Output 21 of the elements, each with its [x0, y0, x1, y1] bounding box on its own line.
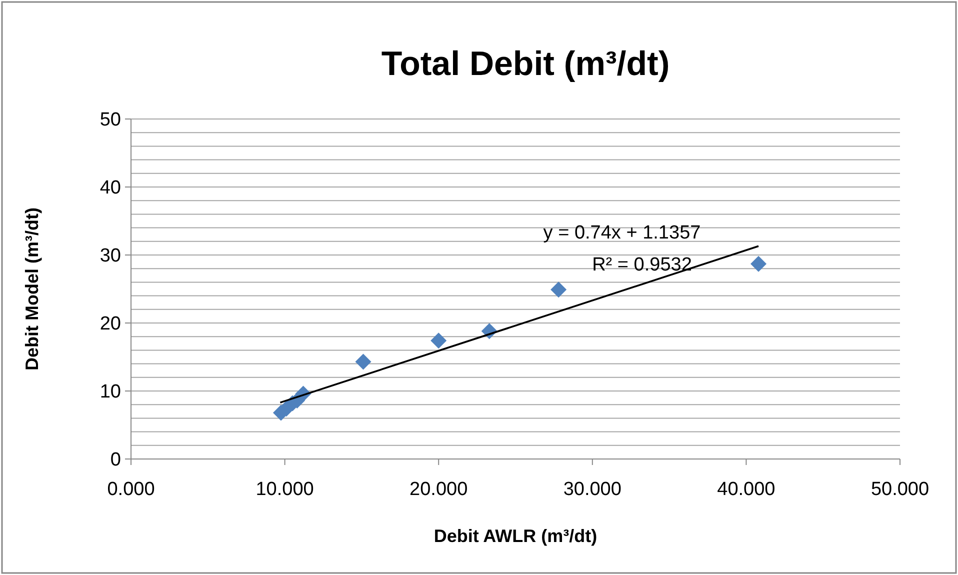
- x-tick-label: 30.000: [563, 479, 622, 500]
- annotation: R² = 0.9532: [592, 254, 692, 276]
- x-tick-label: 40.000: [717, 479, 776, 500]
- y-tick-label: 40: [100, 178, 121, 199]
- point: [430, 332, 447, 349]
- y-tick-label: 30: [100, 246, 121, 267]
- y-tick-label: 10: [100, 382, 121, 403]
- x-tick-label: 20.000: [410, 479, 468, 500]
- y-axis-title: Debit Model (m³/dt): [22, 208, 42, 370]
- y-tick-label: 50: [100, 110, 121, 131]
- y-tick-label: 0: [110, 450, 121, 471]
- point: [355, 354, 372, 370]
- y-tick-label: 20: [100, 314, 121, 335]
- x-tick-label: 0.000: [107, 479, 155, 500]
- x-tick-label: 50.000: [870, 479, 930, 500]
- x-axis-title: Debit AWLR (m³/dt): [434, 526, 598, 546]
- annotation: y = 0.74x + 1.1357: [543, 222, 701, 244]
- chart-title: Total Debit (m³/dt): [381, 45, 670, 83]
- x-tick-label: 10.000: [256, 479, 314, 500]
- point: [750, 256, 767, 272]
- point: [550, 282, 567, 298]
